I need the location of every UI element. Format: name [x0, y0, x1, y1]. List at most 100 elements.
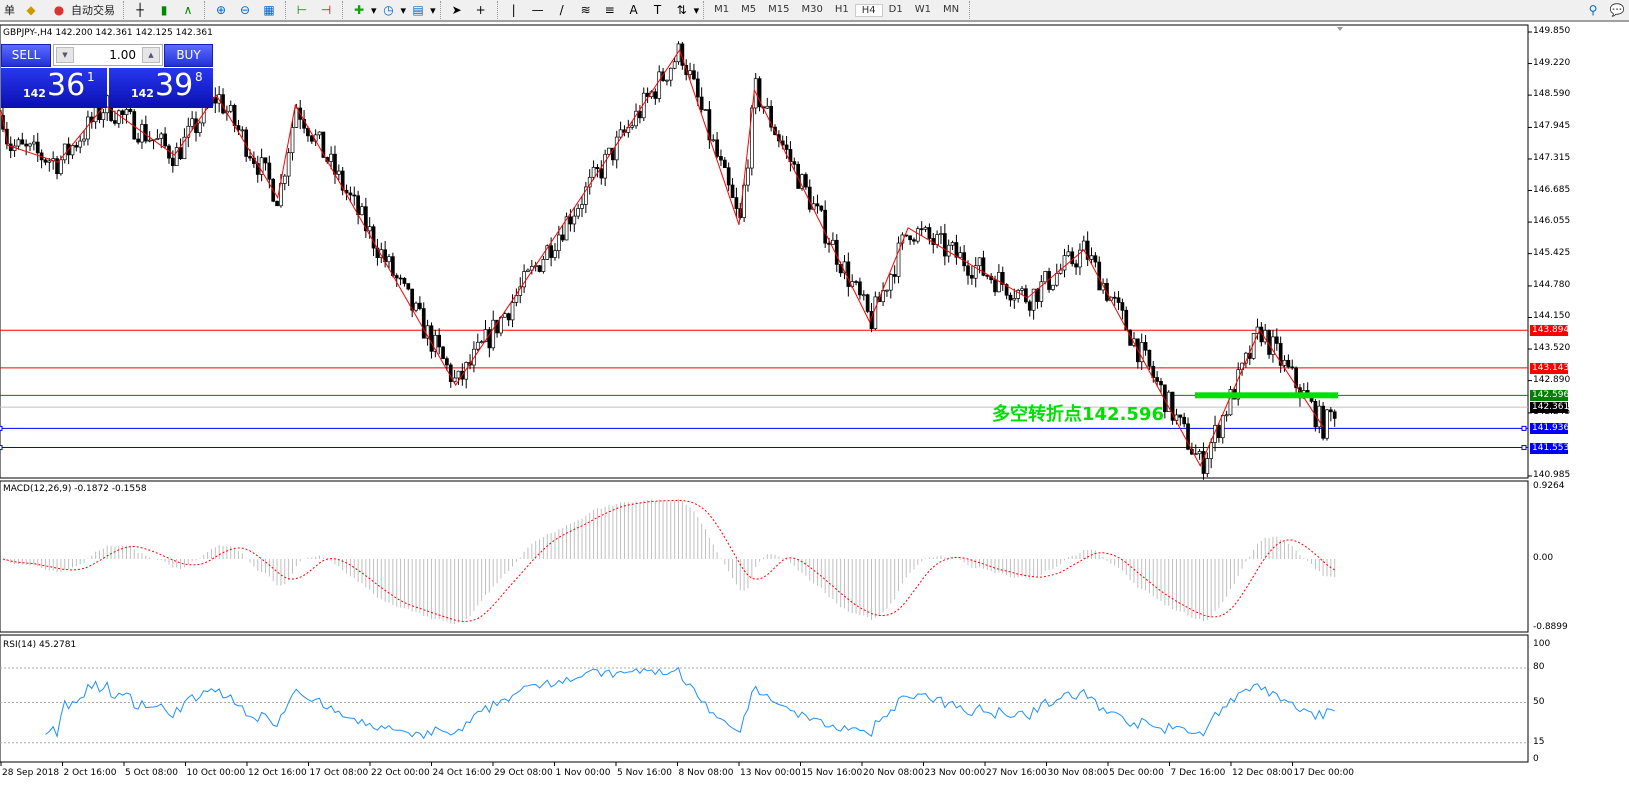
periods-icon[interactable]: ◷	[383, 3, 394, 17]
candle	[1093, 255, 1098, 263]
candle	[136, 138, 140, 143]
history-icon[interactable]: ◆	[26, 3, 36, 17]
candle	[638, 110, 642, 119]
lot-increase-button[interactable]: ▲	[142, 47, 160, 63]
text-label-icon[interactable]: T	[653, 3, 662, 17]
time-axis-label: 5 Oct 08:00	[125, 768, 178, 778]
candle	[1174, 414, 1179, 421]
candle	[35, 141, 40, 154]
candle	[514, 295, 519, 303]
cursor-icon[interactable]: ➤	[451, 3, 462, 17]
timeframe-m5[interactable]: M5	[741, 3, 757, 15]
lot-decrease-button[interactable]: ▼	[56, 47, 74, 63]
arrows-icon[interactable]: ⇅	[676, 3, 687, 17]
candle	[414, 302, 418, 311]
candle	[676, 43, 681, 63]
timeframe-h1[interactable]: H1	[834, 3, 849, 15]
candle	[306, 127, 310, 137]
fibonacci-fan-icon[interactable]: ≡	[604, 3, 615, 17]
lot-size-input[interactable]: ▼ 1.00 ▲	[53, 44, 163, 66]
sell-button[interactable]: SELL	[1, 44, 51, 67]
chat-icon[interactable]: 💬	[1609, 3, 1625, 17]
zoom-in-icon[interactable]: ⊕	[215, 3, 227, 17]
candle	[429, 325, 434, 352]
templates-icon[interactable]: ▤	[412, 3, 424, 17]
candle	[1313, 401, 1318, 428]
candle	[549, 245, 553, 258]
fibonacci-icon[interactable]: ≋	[580, 3, 591, 17]
tile-windows-icon[interactable]: ▦	[263, 3, 275, 17]
candle	[927, 227, 932, 239]
candle	[742, 184, 746, 218]
candle	[630, 125, 635, 128]
candle	[1066, 251, 1071, 257]
candlestick-icon[interactable]: ▮	[160, 3, 168, 17]
candle	[410, 288, 415, 311]
timeframe-h4[interactable]: H4	[854, 3, 883, 17]
rsi-line	[45, 666, 1335, 740]
candle	[1008, 294, 1013, 301]
price-axis-label: 148.590	[1533, 89, 1571, 100]
zoom-out-icon[interactable]: ⊖	[239, 3, 251, 17]
time-axis-label: 5 Dec 00:00	[1109, 768, 1164, 778]
price-axis-label: 145.425	[1533, 247, 1571, 258]
trendline-icon[interactable]: /	[559, 3, 564, 17]
chart-canvas[interactable]	[0, 0, 1629, 784]
sell-price-pips: 36	[47, 68, 86, 103]
chart-window[interactable]	[0, 24, 1629, 808]
candle	[8, 143, 13, 151]
candle	[537, 265, 542, 272]
candle	[858, 281, 862, 296]
sell-price-fraction: 1	[87, 70, 95, 84]
candle	[290, 127, 295, 154]
timeframe-w1[interactable]: W1	[914, 3, 931, 15]
search-icon[interactable]: ⚲	[1588, 3, 1598, 17]
price-level-tag: 142.361	[1530, 402, 1570, 414]
candle	[1051, 284, 1055, 290]
candle	[823, 209, 828, 244]
buy-price[interactable]: 142 39 8	[109, 68, 213, 108]
buy-button[interactable]: BUY	[164, 44, 213, 67]
time-axis-label: 22 Oct 00:00	[371, 768, 430, 778]
candle	[595, 167, 600, 170]
line-chart-icon[interactable]: ∧	[183, 3, 193, 17]
timeframe-m15[interactable]: M15	[768, 3, 790, 15]
timeframe-mn[interactable]: MN	[942, 3, 960, 15]
sell-price[interactable]: 142 36 1	[1, 68, 107, 108]
candle	[815, 203, 820, 207]
candle	[232, 104, 237, 126]
bar-chart-icon[interactable]: ┼	[136, 3, 144, 17]
timeframe-m30[interactable]: M30	[801, 3, 823, 15]
timeframe-m1[interactable]: M1	[714, 3, 730, 15]
candle	[240, 129, 245, 132]
chart-shift-icon[interactable]: ⊣	[320, 3, 332, 17]
price-axis-label: 149.220	[1533, 57, 1571, 68]
candle	[421, 308, 426, 339]
timeframe-d1[interactable]: D1	[888, 3, 903, 15]
indicators-icon[interactable]: ✚	[353, 3, 365, 17]
time-axis-label: 7 Dec 16:00	[1170, 768, 1226, 778]
candle	[441, 346, 445, 359]
candle	[1228, 389, 1233, 416]
candle	[611, 147, 615, 161]
candle	[950, 242, 955, 246]
text-icon[interactable]: A	[629, 3, 638, 17]
crosshair-icon[interactable]: +	[475, 3, 486, 17]
vertical-line-icon[interactable]: |	[511, 3, 516, 17]
horizontal-line-icon[interactable]: —	[531, 3, 544, 17]
candle	[923, 227, 928, 230]
candle	[861, 294, 866, 297]
candle	[340, 170, 345, 191]
candle	[672, 61, 677, 69]
candle	[591, 167, 596, 178]
candle	[807, 186, 812, 210]
candle	[116, 110, 121, 124]
auto-scroll-icon[interactable]: ⊢	[296, 3, 308, 17]
candle	[1151, 365, 1156, 378]
menu-fragment[interactable]: 单	[4, 4, 15, 17]
auto-trading-button[interactable]: ● 自动交易	[43, 0, 119, 20]
candle	[124, 109, 129, 116]
price-axis-label: 143.520	[1533, 343, 1571, 354]
time-axis-label: 2 Oct 16:00	[63, 768, 117, 778]
candle	[908, 235, 912, 241]
